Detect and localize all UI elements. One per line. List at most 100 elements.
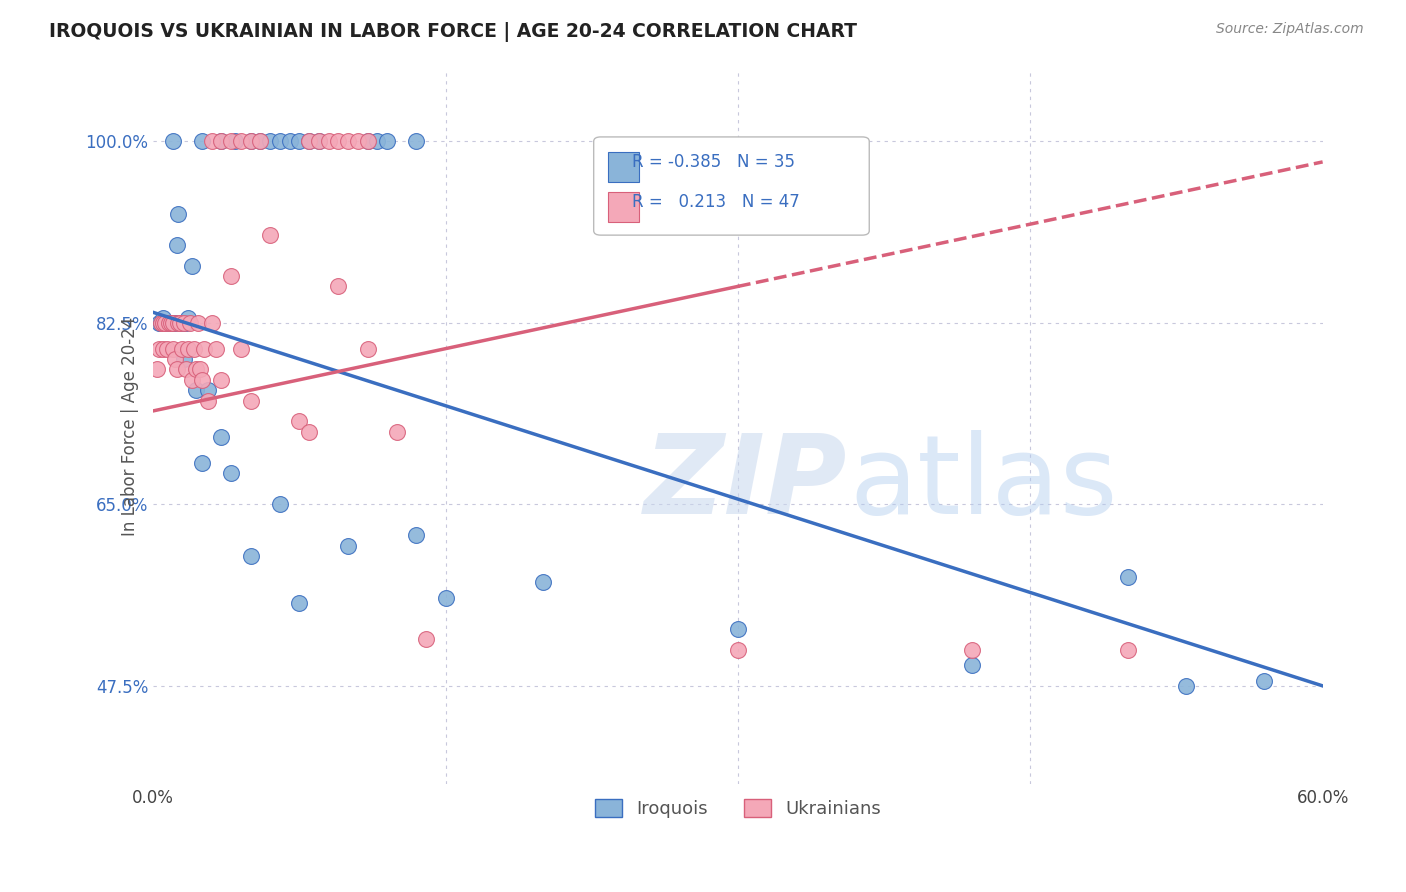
Point <box>269 497 291 511</box>
Point <box>146 362 169 376</box>
Point <box>259 227 281 242</box>
Point <box>157 316 180 330</box>
Point <box>960 642 983 657</box>
Legend: Iroquois, Ukrainians: Iroquois, Ukrainians <box>588 792 889 825</box>
Point <box>201 316 224 330</box>
Point <box>181 373 204 387</box>
Point <box>181 259 204 273</box>
Point <box>405 528 427 542</box>
Point <box>385 425 408 439</box>
Point <box>308 134 330 148</box>
Point <box>193 342 215 356</box>
Point <box>239 393 262 408</box>
Point <box>308 134 330 148</box>
Point <box>204 342 226 356</box>
Point <box>298 425 321 439</box>
Point <box>298 134 321 148</box>
Point <box>172 342 194 356</box>
Point <box>191 456 214 470</box>
Point <box>727 642 749 657</box>
Point <box>219 466 242 480</box>
Point <box>1253 673 1275 688</box>
Point <box>259 134 281 148</box>
Point <box>162 134 184 148</box>
Point <box>249 134 271 148</box>
Point <box>172 316 194 330</box>
Point <box>197 383 219 397</box>
Point <box>1116 642 1139 657</box>
Point <box>183 342 205 356</box>
Point <box>288 596 311 610</box>
Point <box>176 362 198 376</box>
Point <box>153 316 176 330</box>
Point <box>148 342 170 356</box>
Point <box>356 134 378 148</box>
Point <box>167 316 190 330</box>
Point <box>159 316 181 330</box>
Point <box>288 414 311 428</box>
Point <box>415 632 437 647</box>
Point <box>960 658 983 673</box>
Point <box>356 342 378 356</box>
Point <box>197 393 219 408</box>
Point <box>727 622 749 636</box>
Point <box>356 134 378 148</box>
Point <box>239 134 262 148</box>
Point <box>184 383 207 397</box>
Point <box>162 342 184 356</box>
Point <box>1116 570 1139 584</box>
Point <box>149 316 172 330</box>
Point <box>149 316 172 330</box>
Point <box>298 134 321 148</box>
Point <box>188 362 211 376</box>
Point <box>157 316 180 330</box>
Point <box>163 352 186 367</box>
Point <box>169 316 191 330</box>
Text: ZIP: ZIP <box>644 430 848 537</box>
Text: atlas: atlas <box>849 430 1118 537</box>
Point <box>166 238 188 252</box>
Point <box>278 134 301 148</box>
Point <box>177 310 200 325</box>
Point <box>209 430 232 444</box>
Point <box>191 373 214 387</box>
Y-axis label: In Labor Force | Age 20-24: In Labor Force | Age 20-24 <box>121 317 139 536</box>
Point <box>191 134 214 148</box>
Point <box>288 134 311 148</box>
Point <box>162 316 184 330</box>
Point <box>209 373 232 387</box>
Text: IROQUOIS VS UKRAINIAN IN LABOR FORCE | AGE 20-24 CORRELATION CHART: IROQUOIS VS UKRAINIAN IN LABOR FORCE | A… <box>49 22 858 42</box>
Point <box>239 549 262 564</box>
Point <box>405 134 427 148</box>
Point <box>434 591 457 605</box>
Point <box>239 134 262 148</box>
Point <box>346 134 368 148</box>
Point <box>328 279 350 293</box>
Point <box>219 268 242 283</box>
Point <box>1175 679 1198 693</box>
Point <box>229 342 252 356</box>
Point <box>187 316 209 330</box>
Point <box>177 342 200 356</box>
Point <box>156 342 179 356</box>
Point <box>209 134 232 148</box>
Point <box>224 134 246 148</box>
Point <box>152 310 174 325</box>
Point <box>337 539 360 553</box>
Point <box>219 134 242 148</box>
Point <box>152 316 174 330</box>
Point <box>172 316 194 330</box>
Point <box>318 134 340 148</box>
Point <box>176 316 198 330</box>
Text: R = -0.385   N = 35: R = -0.385 N = 35 <box>631 153 794 171</box>
Point <box>337 134 360 148</box>
Point <box>209 134 232 148</box>
Point <box>201 134 224 148</box>
Point <box>163 316 186 330</box>
Point <box>152 342 174 356</box>
Point <box>366 134 388 148</box>
Point <box>179 316 201 330</box>
Point <box>162 316 184 330</box>
Point <box>167 207 190 221</box>
Text: Source: ZipAtlas.com: Source: ZipAtlas.com <box>1216 22 1364 37</box>
